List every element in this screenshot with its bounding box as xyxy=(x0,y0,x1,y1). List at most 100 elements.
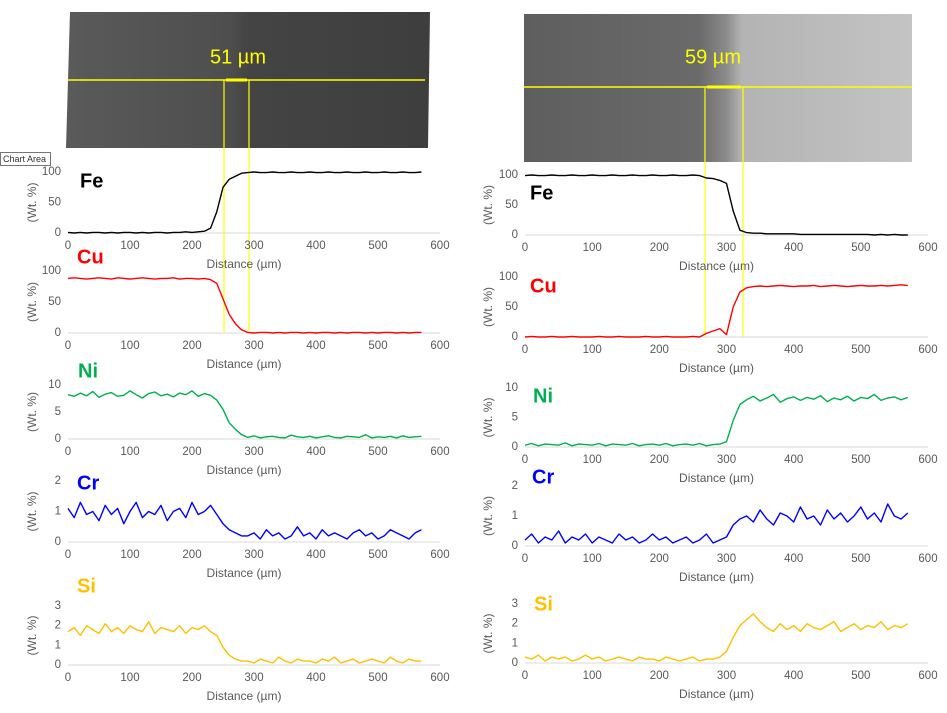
y-tick-label: 50 xyxy=(505,199,518,211)
scale-label: 59 µm xyxy=(685,46,741,68)
x-tick-label: 400 xyxy=(306,240,325,252)
x-tick-label: 200 xyxy=(182,549,201,561)
y-axis-title: (Wt. %) xyxy=(25,616,39,656)
element-label: Cu xyxy=(77,246,104,268)
x-tick-label: 300 xyxy=(244,240,263,252)
x-tick-label: 500 xyxy=(368,446,387,458)
x-tick-label: 0 xyxy=(522,553,528,565)
x-tick-label: 500 xyxy=(851,454,870,466)
y-axis-title: (Wt. %) xyxy=(481,496,495,536)
y-tick-label: 10 xyxy=(48,379,61,391)
x-axis-title: Distance (µm) xyxy=(207,463,282,477)
x-axis-title: Distance (µm) xyxy=(679,259,754,273)
x-tick-label: 200 xyxy=(650,344,669,356)
y-axis-title: (Wt. %) xyxy=(25,282,39,322)
x-tick-label: 100 xyxy=(583,242,602,254)
x-tick-label: 100 xyxy=(120,549,139,561)
y-tick-label: 0 xyxy=(55,536,61,548)
x-tick-label: 300 xyxy=(717,553,736,565)
element-label: Ni xyxy=(533,385,553,407)
x-tick-label: 0 xyxy=(522,344,528,356)
data-line xyxy=(524,503,909,544)
x-tick-label: 200 xyxy=(182,446,201,458)
y-tick-label: 100 xyxy=(499,169,518,181)
scale-label: 51 µm xyxy=(210,46,266,68)
x-axis-title: Distance (µm) xyxy=(207,689,282,703)
y-tick-label: 0 xyxy=(512,331,518,343)
x-tick-label: 500 xyxy=(851,344,870,356)
tooltip-box xyxy=(0,152,51,166)
x-tick-label: 100 xyxy=(120,340,139,352)
element-label: Cu xyxy=(530,275,557,297)
y-tick-label: 10 xyxy=(505,382,518,394)
y-tick-label: 2 xyxy=(512,618,518,630)
y-tick-label: 5 xyxy=(512,412,518,424)
x-tick-label: 500 xyxy=(851,242,870,254)
y-tick-label: 0 xyxy=(512,229,518,241)
x-tick-label: 400 xyxy=(784,344,803,356)
x-tick-label: 600 xyxy=(918,670,937,682)
y-tick-label: 50 xyxy=(48,197,61,209)
x-tick-label: 100 xyxy=(583,344,602,356)
y-axis-title: (Wt. %) xyxy=(481,398,495,438)
x-tick-label: 200 xyxy=(650,454,669,466)
x-tick-label: 200 xyxy=(650,670,669,682)
element-label: Cr xyxy=(532,466,554,488)
x-tick-label: 0 xyxy=(65,240,71,252)
y-axis-title: (Wt. %) xyxy=(25,492,39,532)
element-label: Fe xyxy=(80,170,103,192)
y-axis-title: (Wt. %) xyxy=(25,392,39,432)
x-tick-label: 500 xyxy=(368,340,387,352)
x-tick-label: 100 xyxy=(120,240,139,252)
element-label: Si xyxy=(77,575,96,597)
x-tick-label: 400 xyxy=(306,446,325,458)
x-tick-label: 600 xyxy=(430,240,449,252)
x-tick-label: 300 xyxy=(244,446,263,458)
data-line xyxy=(67,390,422,439)
data-line xyxy=(67,621,422,664)
y-tick-label: 2 xyxy=(55,475,61,487)
y-tick-label: 2 xyxy=(512,480,518,492)
y-tick-label: 0 xyxy=(512,657,518,669)
y-tick-label: 50 xyxy=(505,301,518,313)
y-tick-label: 0 xyxy=(55,659,61,671)
x-axis-title: Distance (µm) xyxy=(679,687,754,701)
x-tick-label: 200 xyxy=(650,242,669,254)
element-label: Si xyxy=(534,593,553,615)
x-tick-label: 100 xyxy=(583,670,602,682)
x-tick-label: 600 xyxy=(918,344,937,356)
x-tick-label: 200 xyxy=(650,553,669,565)
x-tick-label: 400 xyxy=(784,242,803,254)
x-axis-title: Distance (µm) xyxy=(207,566,282,580)
x-tick-label: 400 xyxy=(306,340,325,352)
x-tick-label: 500 xyxy=(851,553,870,565)
x-tick-label: 300 xyxy=(244,549,263,561)
data-line xyxy=(524,613,909,662)
x-tick-label: 0 xyxy=(522,242,528,254)
sem-image-right: 59 µm xyxy=(524,14,912,337)
x-tick-label: 200 xyxy=(182,672,201,684)
x-tick-label: 300 xyxy=(244,340,263,352)
y-tick-label: 5 xyxy=(55,406,61,418)
x-tick-label: 400 xyxy=(784,670,803,682)
y-tick-label: 1 xyxy=(512,510,518,522)
x-tick-label: 0 xyxy=(65,340,71,352)
x-tick-label: 500 xyxy=(851,670,870,682)
element-label: Cr xyxy=(77,472,99,494)
data-line xyxy=(524,174,908,236)
x-tick-label: 0 xyxy=(522,670,528,682)
y-tick-label: 1 xyxy=(512,637,518,649)
y-axis-title: (Wt. %) xyxy=(481,614,495,654)
y-tick-label: 100 xyxy=(42,166,61,178)
x-axis-title: Distance (µm) xyxy=(679,570,754,584)
x-tick-label: 500 xyxy=(368,549,387,561)
y-axis-title: (Wt. %) xyxy=(481,287,495,327)
x-tick-label: 200 xyxy=(182,340,201,352)
data-line xyxy=(67,501,422,540)
y-axis-title: (Wt. %) xyxy=(25,183,39,223)
x-tick-label: 400 xyxy=(306,549,325,561)
x-tick-label: 200 xyxy=(182,240,201,252)
x-tick-label: 300 xyxy=(717,670,736,682)
y-tick-label: 1 xyxy=(55,639,61,651)
